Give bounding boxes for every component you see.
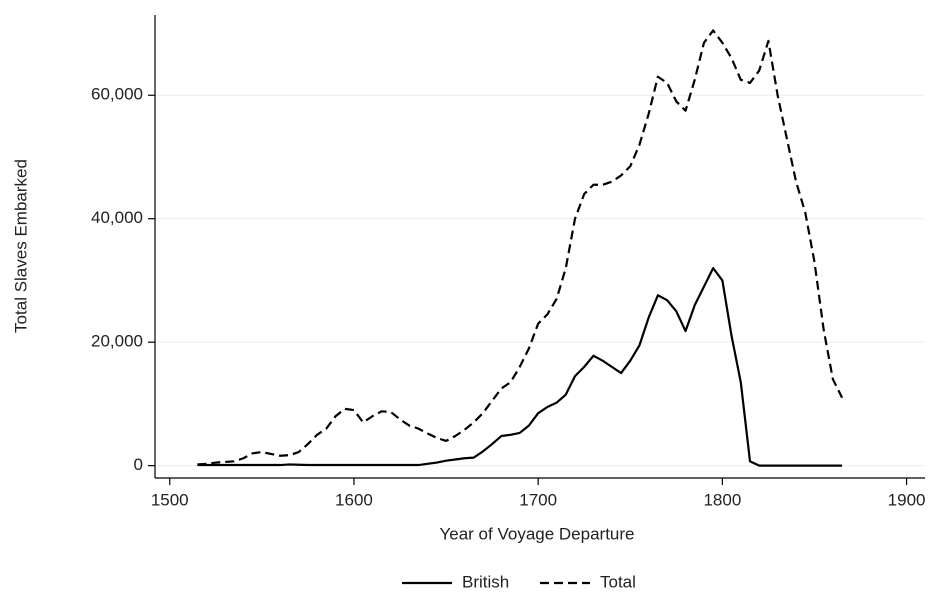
x-tick-label: 1900 [888, 490, 926, 509]
y-axis-label: Total Slaves Embarked [11, 159, 30, 333]
line-series [197, 29, 844, 466]
x-tick-label: 1500 [151, 490, 189, 509]
x-axis-label: Year of Voyage Departure [439, 524, 634, 543]
line-series [197, 267, 843, 467]
y-tick-label: 20,000 [91, 332, 143, 351]
y-tick-label: 40,000 [91, 208, 143, 227]
y-tick-label: 0 [134, 455, 143, 474]
x-tick-label: 1800 [703, 490, 741, 509]
legend-label: Total [600, 572, 636, 591]
legend-label: British [462, 572, 509, 591]
x-tick-label: 1600 [335, 490, 373, 509]
y-tick-label: 60,000 [91, 85, 143, 104]
x-tick-label: 1700 [519, 490, 557, 509]
